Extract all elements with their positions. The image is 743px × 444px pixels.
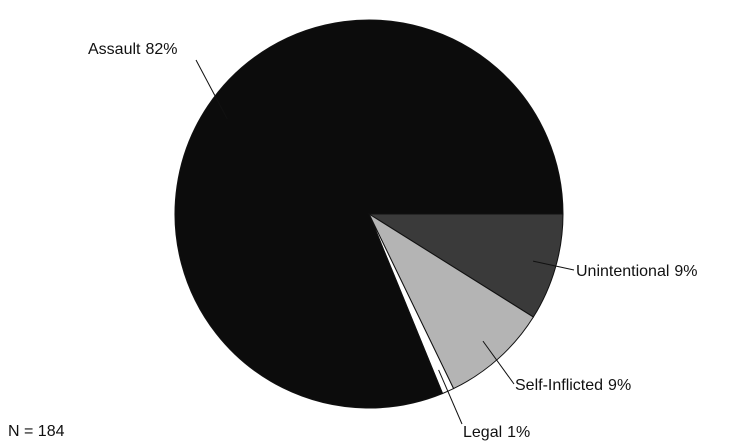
leader-line [438,369,463,425]
slice-value: 9% [608,377,631,394]
leader-line [195,59,228,120]
pie-slice [367,213,564,318]
slice-label: Unintentional 9% [576,263,698,280]
slice-label: Legal 1% [463,424,530,441]
slice-category: Unintentional [576,263,669,280]
slice-label: Assault 82% [88,41,178,58]
pie-slice [367,212,535,390]
slice-category: Self-Inflicted [515,377,603,394]
leader-line [482,340,515,385]
slice-value: 9% [674,263,697,280]
slice-category: Legal [463,424,502,441]
leader-line [532,260,575,271]
slice-value: 82% [145,41,177,58]
pie-slice [174,19,564,409]
slice-label: Self-Inflicted 9% [515,377,631,394]
slice-category: Assault [88,41,141,58]
sample-size-note: N = 184 [8,423,65,440]
slice-value: 1% [507,424,530,441]
